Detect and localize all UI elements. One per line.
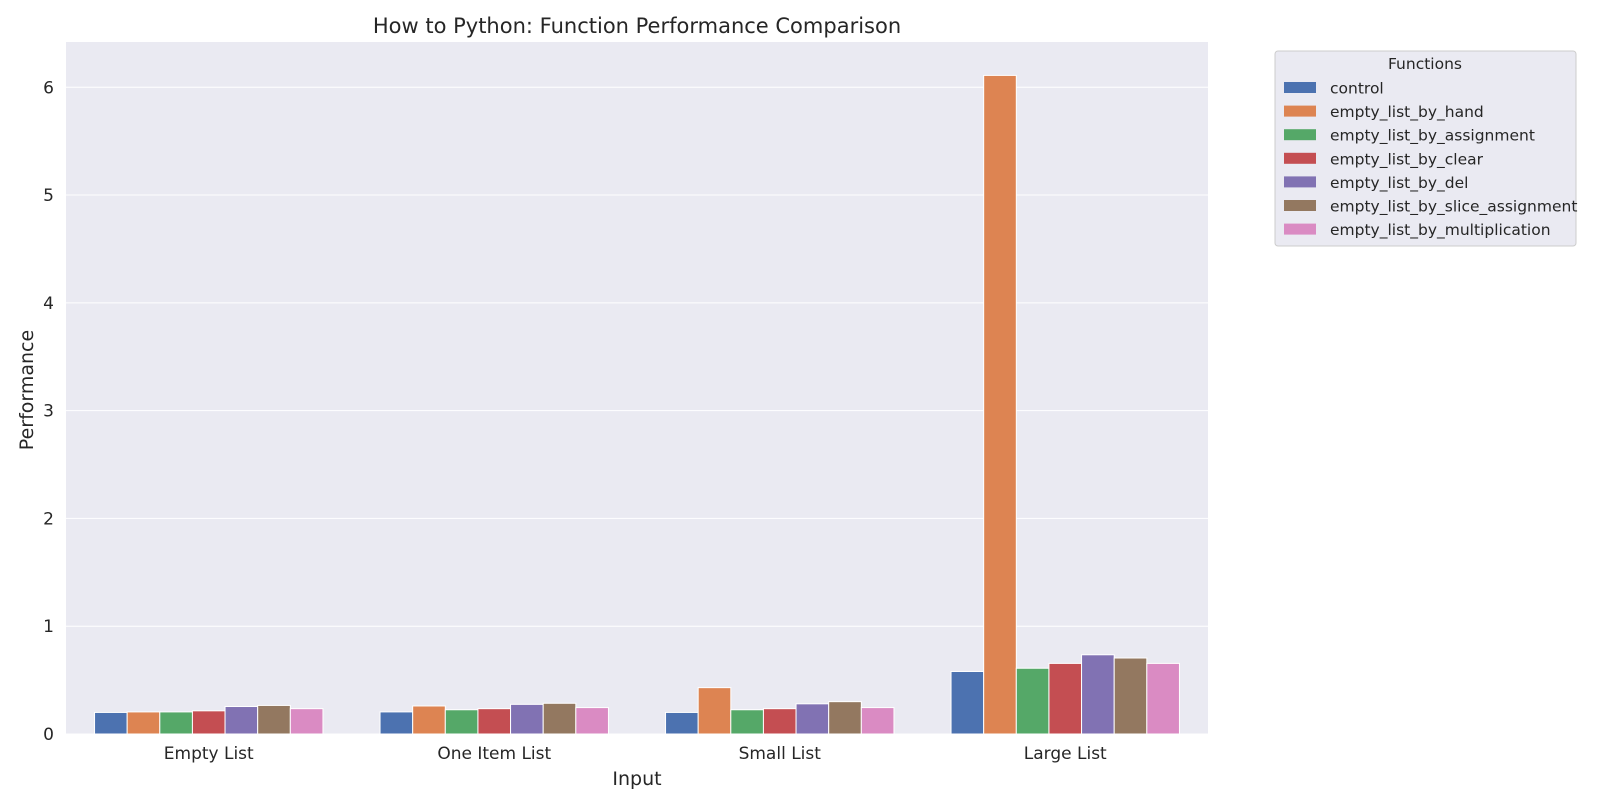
bar-empty_list_by_hand-0 [126,711,161,735]
bar-empty_list_by_del-2 [795,703,830,735]
legend-title: Functions [1388,55,1462,73]
legend-label: control [1330,80,1384,98]
bar-empty_list_by_del-0 [224,706,259,735]
legend-label: empty_list_by_slice_assignment [1330,198,1577,217]
y-tick-labels: 0 1 2 3 4 5 6 [43,78,54,745]
bar-control-0 [94,711,128,735]
x-tick-label: One Item List [437,744,551,764]
legend-swatch [1284,82,1316,93]
legend-label: empty_list_by_hand [1330,103,1484,122]
bar-empty_list_by_multiplication-1 [575,707,609,735]
y-tick-label: 5 [43,186,54,206]
y-tick-label: 3 [43,402,54,422]
bars [94,74,1180,735]
bar-empty_list_by_hand-3 [983,74,1017,735]
x-tick-label: Empty List [164,744,254,764]
y-tick-label: 4 [43,294,54,314]
bar-control-3 [950,670,985,735]
legend-box [1274,50,1577,247]
bar-control-2 [665,711,699,735]
legend-label: empty_list_by_multiplication [1330,221,1551,240]
y-tick-label: 6 [43,78,54,98]
legend-swatch [1284,129,1316,141]
bar-empty_list_by_clear-2 [762,708,797,735]
bar-empty_list_by_multiplication-0 [289,708,324,735]
bar-empty_list_by_hand-1 [412,705,446,735]
bar-empty_list_by_multiplication-2 [860,707,895,735]
legend-swatch [1284,105,1316,117]
legend-swatch [1284,200,1316,211]
bar-empty_list_by_slice_assignment-2 [828,701,862,735]
bar-empty_list_by_del-1 [510,703,544,735]
x-axis-label: Input [612,768,661,790]
legend-swatch [1284,223,1316,235]
x-tick-labels: Empty List One Item List Small List Large L… [164,744,1107,764]
legend-label: empty_list_by_del [1330,174,1468,193]
bar-empty_list_by_del-3 [1081,654,1115,735]
bar-empty_list_by_slice_assignment-1 [542,702,577,735]
x-tick-label: Small List [739,744,822,764]
y-axis-label: Performance [16,330,38,450]
bar-control-1 [379,711,414,735]
y-tick-label: 0 [43,725,54,745]
bar-empty_list_by_assignment-1 [444,709,479,735]
bar-empty_list_by_assignment-3 [1015,667,1050,735]
grid-lines [66,86,1208,735]
bar-empty_list_by_slice_assignment-0 [257,704,291,735]
legend-swatch [1284,152,1316,164]
legend-label: empty_list_by_clear [1330,150,1484,169]
bar-empty_list_by_assignment-2 [730,709,764,735]
bar-empty_list_by_clear-0 [191,710,226,735]
bar-empty_list_by_slice_assignment-3 [1113,657,1148,735]
legend: Functions control empty_list_by_handempty… [1274,50,1577,247]
bar-empty_list_by_multiplication-3 [1146,662,1180,735]
y-tick-label: 1 [43,617,54,637]
chart-title: How to Python: Function Performance Comp… [373,14,901,38]
bar-empty_list_by_hand-2 [697,687,732,735]
plot-area [66,42,1208,734]
bar-empty_list_by_clear-1 [477,708,512,735]
bar-empty_list_by_clear-3 [1048,662,1083,735]
bar-empty_list_by_assignment-0 [159,711,193,735]
x-tick-label: Large List [1024,744,1107,764]
legend-label: empty_list_by_assignment [1330,127,1535,146]
legend-swatch [1284,176,1316,188]
y-tick-label: 2 [43,509,54,529]
